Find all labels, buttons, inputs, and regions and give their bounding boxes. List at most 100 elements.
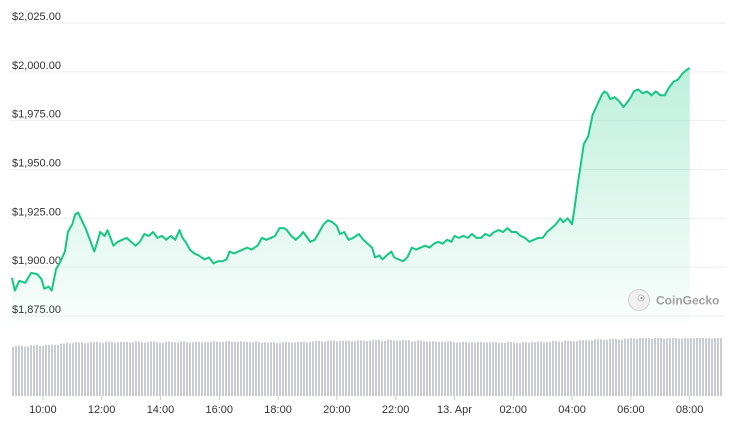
volume-bar (273, 342, 275, 396)
volume-bar (132, 342, 134, 396)
volume-bar (393, 340, 395, 396)
volume-bar (138, 341, 140, 396)
volume-bar (183, 341, 185, 396)
volume-bar (420, 340, 422, 396)
volume-bar (39, 345, 41, 396)
volume-bar (720, 338, 722, 396)
volume-bar (417, 340, 419, 396)
volume-bar (114, 342, 116, 396)
volume-bar (402, 340, 404, 396)
volume-bar (168, 341, 170, 396)
volume-bar (294, 342, 296, 396)
volume-bar (552, 340, 554, 396)
volume-bar (219, 342, 221, 396)
volume-bar (501, 342, 503, 396)
volume-bar (372, 339, 374, 396)
volume-bar (690, 338, 692, 396)
volume-bar (291, 342, 293, 396)
volume-bar (516, 342, 518, 396)
x-tick-label: 13. Apr (437, 404, 472, 416)
volume-bar (390, 340, 392, 396)
price-area-fill (12, 67, 690, 325)
volume-bar (204, 342, 206, 396)
volume-bar (153, 341, 155, 396)
volume-bar (549, 342, 551, 396)
volume-bar (45, 344, 47, 396)
volume-bar (123, 342, 125, 396)
volume-bar (264, 342, 266, 396)
volume-bar (108, 341, 110, 396)
volume-bar (522, 342, 524, 396)
y-tick-label: $2,025.00 (12, 11, 61, 23)
volume-bar (174, 342, 176, 396)
volume-bar (315, 340, 317, 396)
volume-bar (348, 340, 350, 396)
coingecko-watermark: CoinGecko (628, 289, 719, 311)
volume-bar (357, 340, 359, 396)
volume-bar (660, 338, 662, 396)
volume-bar (570, 340, 572, 396)
volume-bar (195, 341, 197, 396)
volume-bar (24, 346, 26, 396)
volume-bar (240, 341, 242, 396)
volume-bar (519, 343, 521, 396)
volume-bar (456, 342, 458, 396)
volume-bar (495, 342, 497, 396)
volume-bar (708, 338, 710, 396)
volume-bar (177, 342, 179, 396)
volume-bar (480, 341, 482, 396)
volume-bar (441, 341, 443, 396)
volume-bar (135, 341, 137, 396)
volume-bar (351, 341, 353, 396)
volume-bar (141, 342, 143, 396)
y-tick-label: $2,000.00 (12, 60, 61, 72)
volume-bar (513, 342, 515, 396)
y-tick-label: $1,975.00 (12, 109, 61, 121)
volume-bar (597, 339, 599, 396)
volume-bar (600, 339, 602, 396)
volume-bar (564, 340, 566, 396)
volume-bar (36, 345, 38, 396)
volume-bar (579, 340, 581, 396)
volume-bar (159, 342, 161, 396)
volume-bar (621, 339, 623, 396)
volume-bar (366, 341, 368, 396)
volume-bar (111, 341, 113, 396)
volume-bar (81, 342, 83, 396)
volume-bar (27, 346, 29, 396)
volume-bar (288, 342, 290, 396)
volume-bar (171, 342, 173, 396)
volume-bar (489, 342, 491, 396)
volume-bar (258, 342, 260, 396)
volume-bar (450, 341, 452, 396)
volume-bar (360, 340, 362, 396)
x-tick-label: 10:00 (29, 404, 57, 416)
volume-bar (243, 341, 245, 396)
volume-bar (666, 338, 668, 396)
volume-bar (594, 339, 596, 396)
volume-bar (468, 342, 470, 396)
volume-bar (252, 342, 254, 396)
volume-bar (189, 342, 191, 396)
volume-bar (120, 342, 122, 396)
volume-bar (225, 341, 227, 396)
x-tick-label: 16:00 (206, 404, 234, 416)
volume-bar (453, 342, 455, 396)
y-axis-ticks: $2,025.00 $2,000.00 $1,975.00 $1,950.00 $1,9… (12, 11, 61, 316)
volume-bar (66, 342, 68, 396)
volume-bar (303, 341, 305, 396)
volume-bar (510, 342, 512, 396)
volume-bar (255, 341, 257, 396)
volume-bar (396, 340, 398, 396)
volume-bar (96, 341, 98, 396)
volume-bar (234, 341, 236, 396)
volume-bar (504, 343, 506, 396)
volume-bar (585, 340, 587, 396)
volume-bar (561, 341, 563, 396)
volume-bar (381, 341, 383, 396)
volume-bar (33, 345, 35, 396)
volume-bar (57, 344, 59, 396)
volume-bar (84, 343, 86, 396)
volume-bar (399, 340, 401, 396)
volume-bar (369, 340, 371, 396)
